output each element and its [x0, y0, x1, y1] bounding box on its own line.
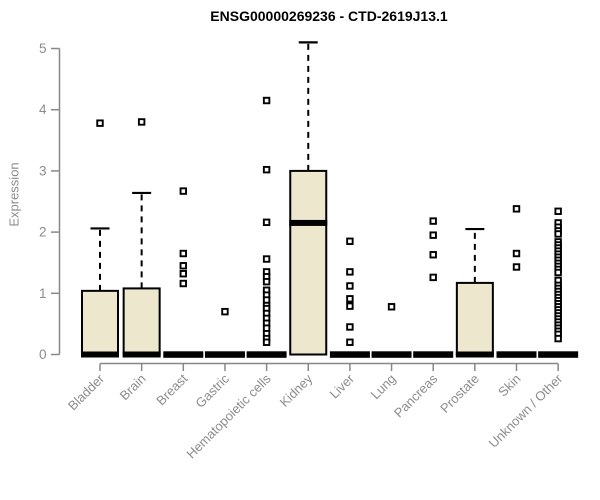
x-tick-label: Pancreas: [391, 371, 441, 421]
outlier-point: [346, 323, 354, 331]
outlier-point: [512, 205, 521, 213]
x-tick-label: Lung: [368, 371, 399, 402]
outlier-point: [429, 273, 437, 282]
outlier-point: [179, 270, 188, 278]
x-tick-label: Brain: [117, 371, 149, 403]
median-line: [329, 351, 370, 358]
median-line: [246, 351, 287, 358]
median-line: [81, 351, 119, 358]
outlier-point: [179, 187, 188, 195]
outlier-point: [137, 118, 146, 126]
y-tick-label: 3: [39, 163, 47, 178]
median-line: [538, 351, 579, 358]
y-tick-label: 0: [39, 347, 47, 362]
outlier-point: [262, 96, 271, 105]
boxplot-unknown-other: [538, 207, 579, 358]
y-tick-label: 5: [39, 41, 47, 56]
y-tick-label: 1: [39, 286, 47, 301]
x-tick-label: Skin: [495, 371, 523, 399]
x-tick-label: Bladder: [65, 371, 108, 414]
outlier-point: [96, 119, 104, 127]
box: [122, 287, 161, 356]
outlier-point: [262, 255, 271, 263]
boxplot-pancreas: [413, 217, 454, 358]
boxplot-hematopoietic-cells: [246, 96, 287, 358]
outlier-point: [346, 302, 354, 310]
outlier-point: [262, 218, 271, 227]
box: [289, 169, 328, 356]
median-line: [289, 219, 328, 226]
boxplot-lung: [371, 303, 412, 358]
median-line: [413, 351, 454, 358]
box: [455, 281, 494, 356]
outlier-point: [512, 263, 521, 271]
median-line: [496, 351, 537, 358]
x-tick-label: Kidney: [277, 371, 316, 410]
outlier-point: [346, 295, 354, 303]
boxplot-liver: [329, 237, 370, 358]
boxplot-gastric: [204, 307, 245, 358]
x-tick-label: Liver: [326, 371, 357, 402]
outlier-point: [179, 249, 188, 258]
x-tick-label: Gastric: [192, 371, 232, 411]
outlier-point: [262, 338, 271, 346]
boxplot-prostate: [455, 227, 494, 358]
outlier-point: [554, 230, 562, 238]
y-tick-label: 4: [39, 102, 47, 117]
outlier-point: [346, 268, 354, 276]
boxplot-brain: [122, 118, 161, 358]
median-line: [455, 351, 494, 358]
y-tick-label: 2: [39, 225, 47, 240]
median-line: [122, 351, 161, 358]
outlier-point: [179, 262, 188, 270]
outlier-point: [346, 338, 354, 346]
outlier-point: [262, 277, 271, 286]
x-tick-label: Breast: [153, 371, 190, 408]
outlier-point: [429, 217, 437, 225]
outlier-point: [179, 279, 188, 288]
box: [81, 289, 119, 356]
outlier-point: [221, 307, 229, 316]
outlier-point: [554, 207, 562, 215]
chart-title: ENSG00000269236 - CTD-2619J13.1: [210, 8, 448, 24]
x-tick-label: Prostate: [437, 371, 482, 416]
outlier-point: [554, 334, 562, 343]
boxplot-skin: [496, 205, 537, 358]
outlier-point: [429, 231, 437, 239]
boxplot-kidney: [289, 41, 328, 356]
outlier-point: [346, 237, 354, 245]
x-tick-label: Unknown / Other: [486, 371, 566, 451]
boxplot-breast: [163, 187, 204, 358]
median-line: [371, 351, 412, 358]
outlier-point: [262, 165, 271, 174]
boxplot-bladder: [81, 119, 119, 358]
median-line: [204, 351, 245, 358]
outlier-point: [554, 268, 562, 277]
median-line: [163, 351, 204, 358]
outlier-point: [387, 303, 396, 311]
outlier-point: [512, 249, 521, 258]
outlier-point: [429, 251, 437, 259]
outlier-point: [346, 282, 354, 290]
